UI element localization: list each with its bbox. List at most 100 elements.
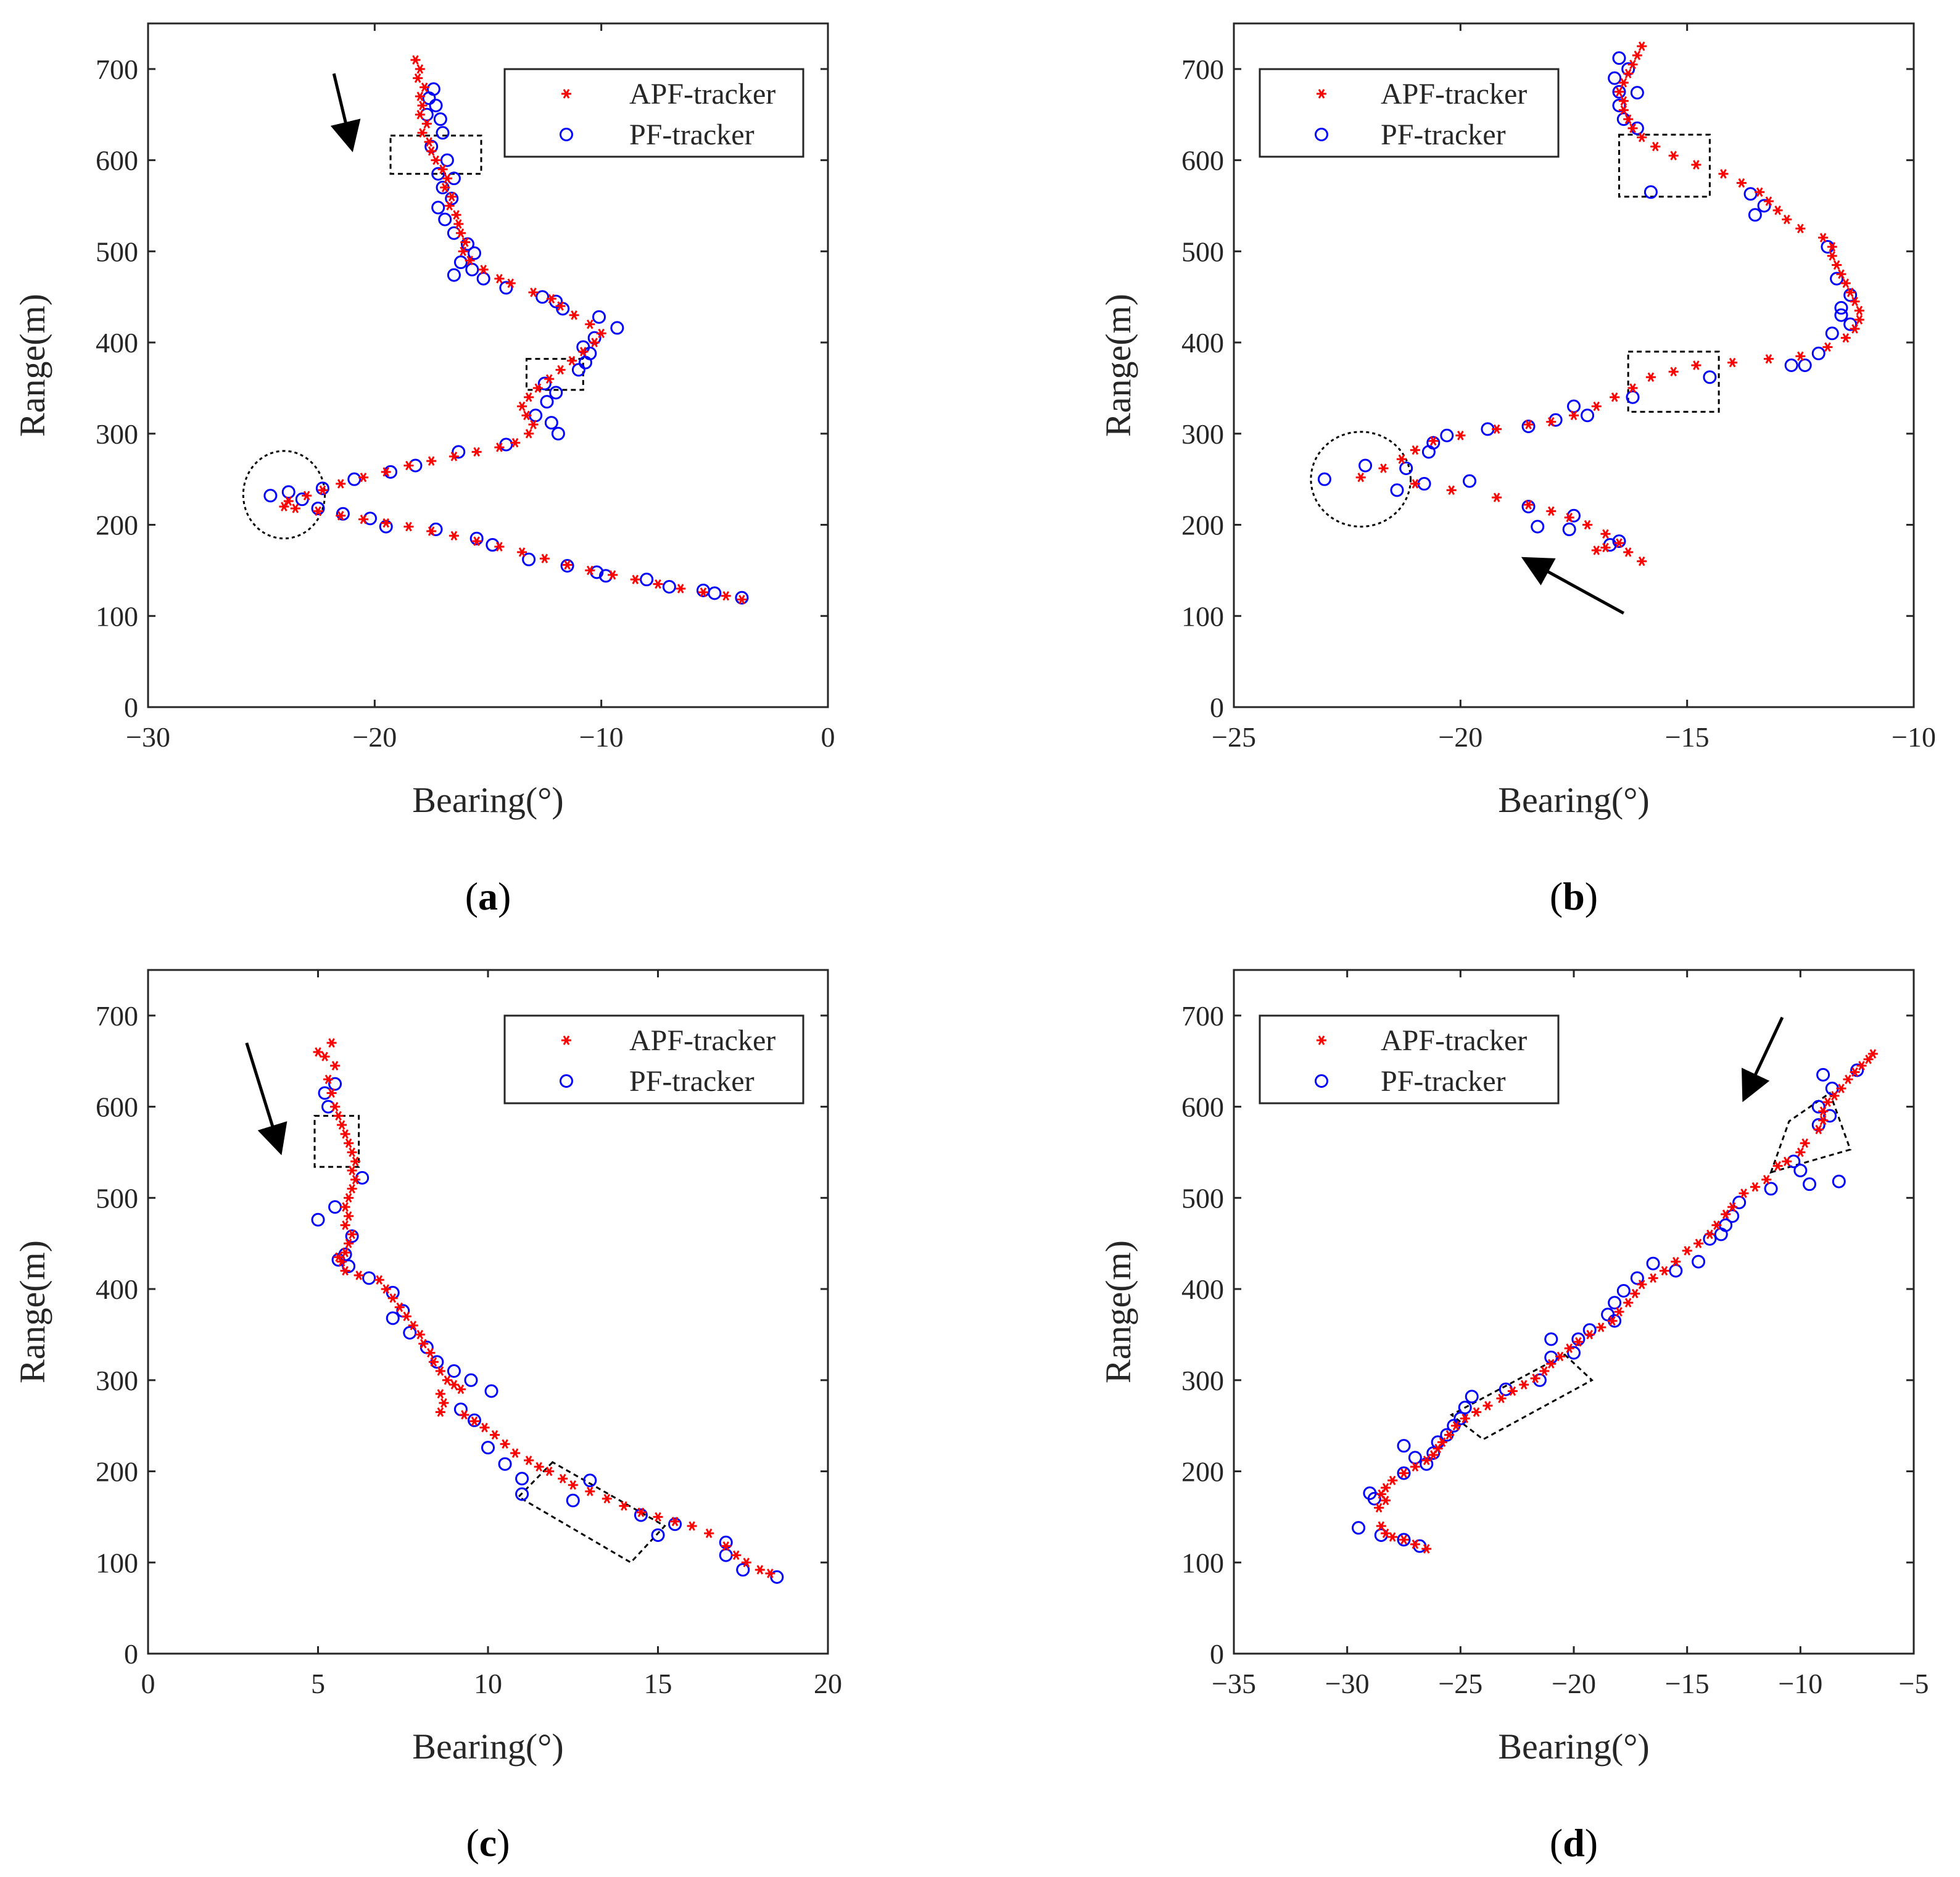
pf-point <box>651 1528 665 1542</box>
apf-point <box>320 1051 330 1062</box>
apf-point <box>381 1284 391 1294</box>
pf-point <box>452 445 466 459</box>
apf-point <box>1627 59 1638 70</box>
x-tick-label: −30 <box>1325 1668 1370 1699</box>
pf-point <box>522 552 536 566</box>
apf-point <box>1718 169 1729 179</box>
apf-point <box>510 437 521 448</box>
legend-pf-marker <box>560 1074 573 1088</box>
apf-point <box>1693 1238 1704 1248</box>
pf-point <box>453 255 468 270</box>
pf-point <box>328 1200 342 1214</box>
y-tick-label: 700 <box>96 54 138 85</box>
pf-point <box>1544 1332 1558 1346</box>
y-tick-label: 400 <box>1181 327 1224 358</box>
apf-point <box>424 137 434 147</box>
pf-point <box>1531 520 1545 534</box>
y-tick-label: 600 <box>1181 145 1224 176</box>
pf-point <box>1581 408 1595 423</box>
panel-a: −30 −20 −10 0 0 100 200 300 400 500 600 700 Bearing… <box>12 22 835 918</box>
legend-apf-label: APF-tracker <box>629 1024 775 1057</box>
data-marks <box>1310 41 1864 615</box>
pf-point <box>1834 308 1848 322</box>
apf-point <box>344 1193 354 1203</box>
pf-point <box>735 590 749 605</box>
pf-point <box>362 1271 376 1285</box>
panel-d: −35 −30 −25 −20 −15 −10 −5 0 100 200 300 400 500 600 7… <box>1098 969 1929 1865</box>
apf-point <box>347 1166 357 1175</box>
pf-point <box>1764 1182 1778 1196</box>
apf-point <box>1832 260 1842 270</box>
legend-apf-symbol <box>1317 89 1326 99</box>
pf-point <box>1793 1164 1808 1178</box>
apf-point <box>344 1238 354 1248</box>
pf-point <box>386 1311 400 1325</box>
pf-point <box>347 472 362 486</box>
apf-point <box>1396 454 1407 464</box>
pf-point <box>560 559 574 573</box>
pf-point <box>1465 1390 1479 1404</box>
y-tick-label: 300 <box>96 418 138 450</box>
y-tick-label: 500 <box>1181 1182 1224 1214</box>
x-tick-label: −20 <box>1552 1668 1596 1699</box>
pf-point <box>429 98 443 112</box>
apf-point <box>1482 1401 1493 1411</box>
apf-point <box>442 1375 452 1385</box>
x-tick-label: −5 <box>1899 1668 1929 1699</box>
apf-point <box>340 1266 350 1276</box>
apf-point <box>524 429 534 439</box>
pf-point <box>1367 1491 1381 1506</box>
x-tick-label: −15 <box>1665 1668 1710 1699</box>
apf-point <box>1355 473 1366 483</box>
pf-point <box>571 363 585 377</box>
y-tick-label: 300 <box>96 1365 138 1396</box>
apf-point <box>741 1557 751 1567</box>
apf-point <box>1755 187 1765 197</box>
x-tick-label: 0 <box>821 721 835 753</box>
pf-point <box>540 395 554 409</box>
pf-point <box>1567 1346 1581 1360</box>
apf-point <box>460 237 471 247</box>
panel-b: −25 −20 −15 −10 0 100 200 300 400 500 600 700 Beari… <box>1098 22 1936 918</box>
pf-point <box>1608 71 1622 85</box>
pf-point <box>515 1472 529 1486</box>
apf-point <box>1763 196 1774 206</box>
apf-point <box>455 228 466 238</box>
pf-point <box>1399 461 1413 475</box>
apf-point <box>1850 296 1860 307</box>
pf-point <box>1784 358 1798 372</box>
apf-point <box>279 502 289 512</box>
apf-point <box>569 310 579 320</box>
legend-apf-label: APF-tracker <box>1381 1024 1527 1057</box>
pf-point <box>498 1457 512 1471</box>
apf-point <box>1763 354 1774 364</box>
highlight-box <box>517 1461 666 1564</box>
x-tick-label: −10 <box>1778 1668 1822 1699</box>
pf-point <box>1803 1177 1817 1191</box>
apf-point <box>381 518 391 528</box>
apf-point <box>1519 1380 1529 1390</box>
panel-label: (b) <box>1550 874 1598 918</box>
apf-point <box>1795 351 1806 361</box>
legend-pf-label: PF-tracker <box>629 118 755 151</box>
y-tick-label: 200 <box>1181 510 1224 541</box>
pf-point <box>1408 1451 1422 1465</box>
apf-point <box>330 1101 341 1112</box>
apf-point <box>426 456 437 466</box>
legend: APF-tracker PF-tracker <box>1259 68 1560 158</box>
apf-point <box>1854 315 1864 325</box>
apf-point <box>337 1120 347 1130</box>
x-tick-label: 10 <box>474 1668 502 1699</box>
pf-point <box>662 579 676 594</box>
apf-point <box>630 574 640 584</box>
pf-point <box>708 586 722 600</box>
apf-point <box>459 1410 469 1420</box>
apf-point <box>1711 1220 1722 1230</box>
apf-point <box>1843 1074 1853 1084</box>
apf-point <box>1428 1450 1439 1460</box>
apf-point <box>494 273 505 284</box>
apf-point <box>1614 538 1624 548</box>
apf-point <box>562 560 573 570</box>
pf-point <box>1463 474 1477 488</box>
